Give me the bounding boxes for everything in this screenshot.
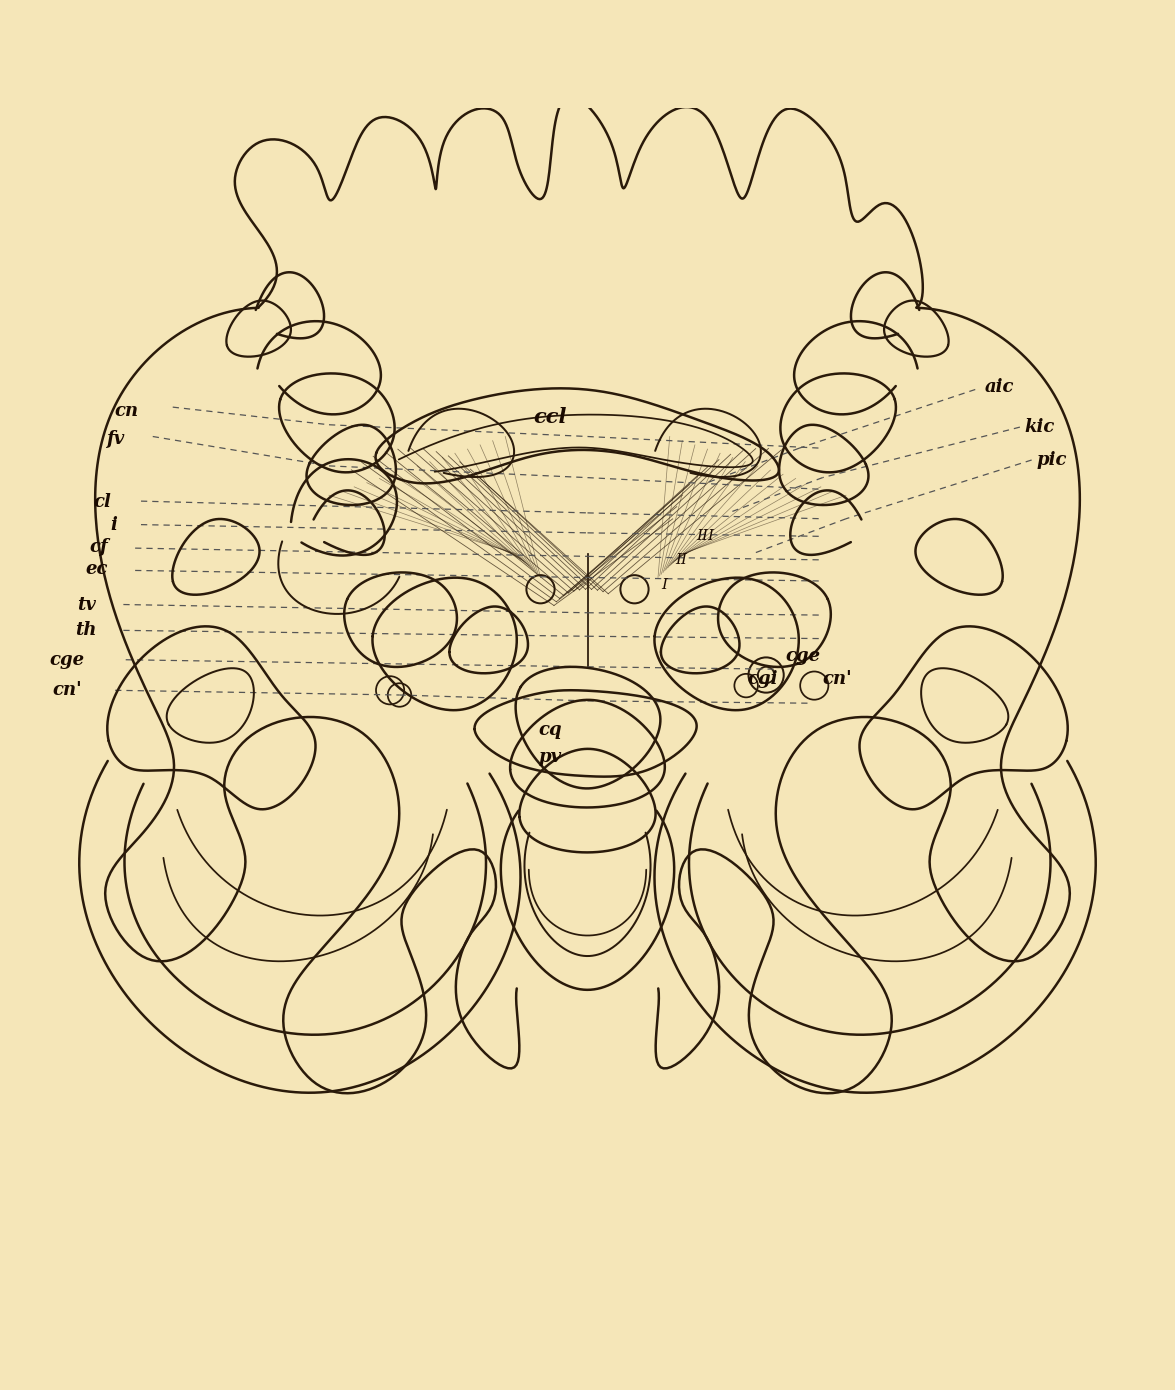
Text: cn: cn <box>114 402 139 420</box>
Text: cn': cn' <box>822 670 852 688</box>
Text: fv: fv <box>106 430 125 448</box>
Text: aic: aic <box>985 378 1014 396</box>
Text: cl: cl <box>94 493 112 512</box>
Text: cge: cge <box>49 651 85 669</box>
Text: III: III <box>696 530 714 543</box>
Text: pv: pv <box>538 748 562 766</box>
Text: th: th <box>75 621 96 639</box>
Text: ccl: ccl <box>533 406 566 427</box>
Text: cq: cq <box>538 721 562 739</box>
Polygon shape <box>516 667 660 788</box>
Text: II: II <box>676 553 687 567</box>
Text: cf: cf <box>89 538 108 556</box>
Polygon shape <box>376 388 779 484</box>
Text: I: I <box>660 578 667 592</box>
Text: cn': cn' <box>53 681 82 699</box>
Text: cgi: cgi <box>747 670 778 688</box>
Text: cge: cge <box>785 648 820 666</box>
Text: i: i <box>110 516 118 534</box>
Text: pic: pic <box>1036 450 1067 468</box>
Text: kic: kic <box>1025 418 1055 436</box>
Text: tv: tv <box>78 595 96 613</box>
Text: ec: ec <box>86 560 108 578</box>
